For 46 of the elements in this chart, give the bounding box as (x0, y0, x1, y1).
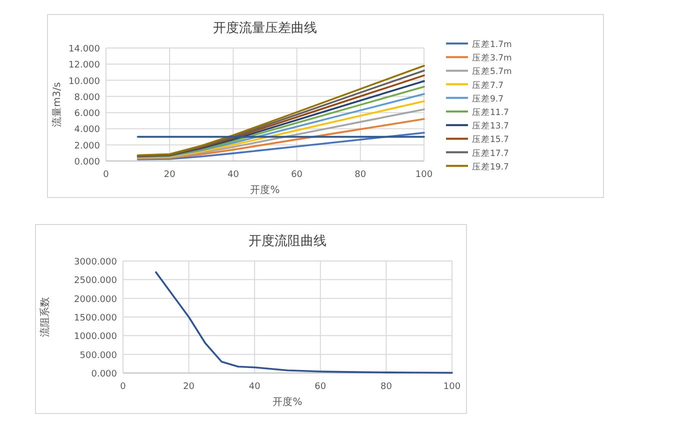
y-tick-label: 0.000 (91, 370, 118, 380)
y-axis-title: 流量m3/s (51, 82, 63, 127)
y-tick-label: 12.000 (68, 60, 100, 71)
legend-label: 压差15.7 (472, 134, 509, 146)
y-tick-label: 1500.000 (74, 314, 118, 324)
x-axis-title: 开度% (250, 184, 280, 196)
y-tick-label: 2.000 (74, 141, 100, 152)
y-tick-label: 2000.000 (74, 294, 118, 305)
y-axis-title: 流阻系数 (39, 297, 51, 337)
legend-label: 压差13.7 (472, 120, 509, 132)
x-tick-label: 80 (354, 170, 366, 180)
line-series (155, 271, 453, 374)
x-tick-label: 40 (248, 382, 261, 392)
x-tick-label: 40 (227, 170, 240, 180)
legend-label: 压差19.7 (472, 161, 509, 172)
y-tick-label: 14.000 (68, 44, 100, 54)
y-tick-label: 2500.000 (74, 276, 118, 286)
chart-title: 开度流量压差曲线 (213, 20, 317, 36)
legend-label: 压差11.7 (472, 107, 509, 118)
y-tick-label: 4.000 (74, 125, 100, 136)
y-tick-label: 6.000 (74, 109, 100, 120)
x-tick-label: 20 (164, 170, 176, 180)
y-tick-label: 3000.000 (74, 258, 118, 268)
line-series (136, 118, 425, 160)
legend-label: 压差3.7m (472, 52, 512, 64)
y-tick-label: 1000.000 (74, 332, 118, 342)
line-series (136, 132, 425, 160)
x-tick-label: 0 (103, 170, 110, 180)
legend-label: 压差5.7m (472, 66, 512, 78)
y-tick-label: 10.000 (68, 76, 100, 87)
x-tick-label: 80 (380, 382, 392, 392)
y-tick-label: 8.000 (74, 92, 100, 103)
legend-label: 压差7.7 (472, 80, 504, 91)
x-tick-label: 60 (314, 382, 326, 392)
x-tick-label: 100 (415, 170, 433, 180)
legend-label: 压差9.7 (472, 93, 504, 104)
y-tick-label: 500.000 (80, 350, 118, 361)
x-tick-label: 0 (120, 382, 126, 392)
y-tick-label: 0.000 (74, 158, 100, 168)
legend-label: 压差17.7 (472, 148, 509, 159)
x-tick-label: 60 (291, 170, 303, 180)
legend-label: 压差1.7m (472, 39, 512, 50)
chart-title: 开度流阻曲线 (248, 233, 326, 249)
x-tick-label: 20 (183, 382, 195, 392)
x-tick-label: 100 (443, 382, 461, 392)
x-axis-title: 开度% (272, 396, 302, 408)
